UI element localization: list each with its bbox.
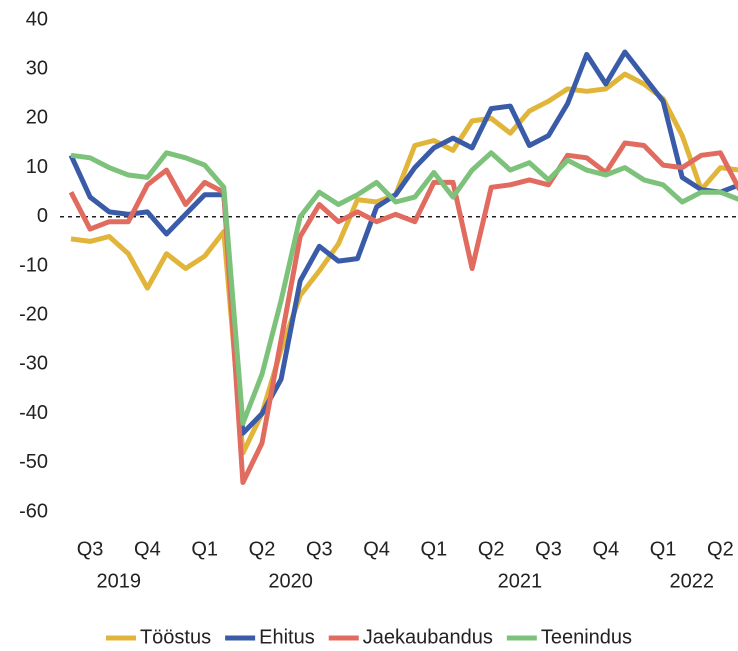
x-group-label: 2019 [97,570,142,592]
y-tick-label: -60 [19,500,48,522]
y-tick-label: -30 [19,353,48,375]
x-group-label: 2020 [268,570,313,592]
y-tick-label: -10 [19,254,48,276]
x-tick-label: Q2 [478,538,505,560]
x-tick-label: Q3 [77,538,104,560]
legend-label: Ehitus [259,626,315,648]
y-tick-label: 30 [26,57,48,79]
x-tick-label: Q1 [650,538,677,560]
legend-label: Teenindus [541,626,632,648]
x-tick-label: Q4 [592,538,619,560]
x-tick-label: Q2 [249,538,276,560]
x-tick-label: Q3 [535,538,562,560]
y-tick-label: -50 [19,451,48,473]
series-line [70,150,738,426]
x-tick-label: Q1 [421,538,448,560]
y-tick-label: 40 [26,8,48,30]
y-tick-label: -20 [19,303,48,325]
y-tick-label: 20 [26,107,48,129]
x-tick-label: Q1 [191,538,218,560]
legend-label: Jaekaubandus [363,626,493,648]
x-group-label: 2021 [498,570,543,592]
series-line [68,49,738,436]
y-tick-label: -40 [19,402,48,424]
x-tick-label: Q3 [306,538,333,560]
x-tick-label: Q4 [134,538,161,560]
x-tick-label: Q4 [363,538,390,560]
series-line [68,140,738,485]
y-tick-label: 10 [26,156,48,178]
series-line [70,71,738,456]
y-tick-label: 0 [37,205,48,227]
x-tick-label: Q2 [707,538,734,560]
legend-label: Tööstus [140,626,211,648]
x-group-label: 2022 [670,570,715,592]
